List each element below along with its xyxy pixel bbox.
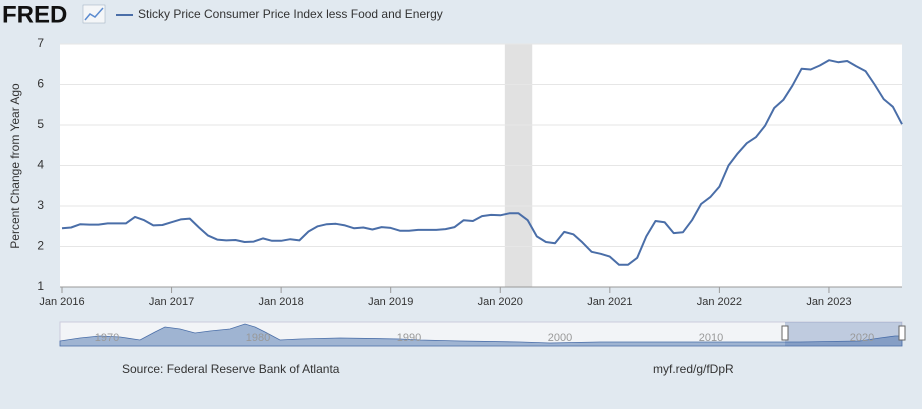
x-tick-label: Jan 2018	[258, 296, 303, 308]
logo-icon	[82, 4, 106, 24]
x-tick-label: Jan 2016	[39, 296, 84, 308]
x-tick-label: Jan 2017	[149, 296, 194, 308]
x-tick-label: Jan 2019	[368, 296, 413, 308]
source: Source: Federal Reserve Bank of Atlanta	[122, 362, 340, 376]
y-tick-label: 2	[37, 239, 44, 253]
navigator-label: 1970	[95, 332, 119, 344]
x-tick-label: Jan 2022	[697, 296, 742, 308]
y-tick-label: 3	[37, 198, 44, 212]
navigator-label: 2000	[548, 332, 572, 344]
legend-label: Sticky Price Consumer Price Index less F…	[138, 7, 443, 21]
navigator-label: 2020	[850, 332, 874, 344]
y-axis-title: Percent Change from Year Ago	[8, 83, 22, 249]
y-tick-label: 5	[37, 117, 44, 131]
short-link[interactable]: myf.red/g/fDpR	[653, 362, 734, 376]
navigator-label: 1980	[246, 332, 270, 344]
x-tick-label: Jan 2020	[478, 296, 523, 308]
y-tick-label: 6	[37, 77, 44, 91]
navigator	[59, 321, 906, 347]
navigator-label: 2010	[699, 332, 723, 344]
x-tick-label: Jan 2023	[806, 296, 851, 308]
navigator-label: 1990	[397, 332, 421, 344]
series-line	[61, 59, 903, 266]
y-tick-label: 7	[37, 36, 44, 50]
logo: FRED	[2, 1, 67, 28]
y-tick-label: 4	[37, 158, 44, 172]
y-tick-label: 1	[37, 279, 44, 293]
x-tick-label: Jan 2021	[587, 296, 632, 308]
